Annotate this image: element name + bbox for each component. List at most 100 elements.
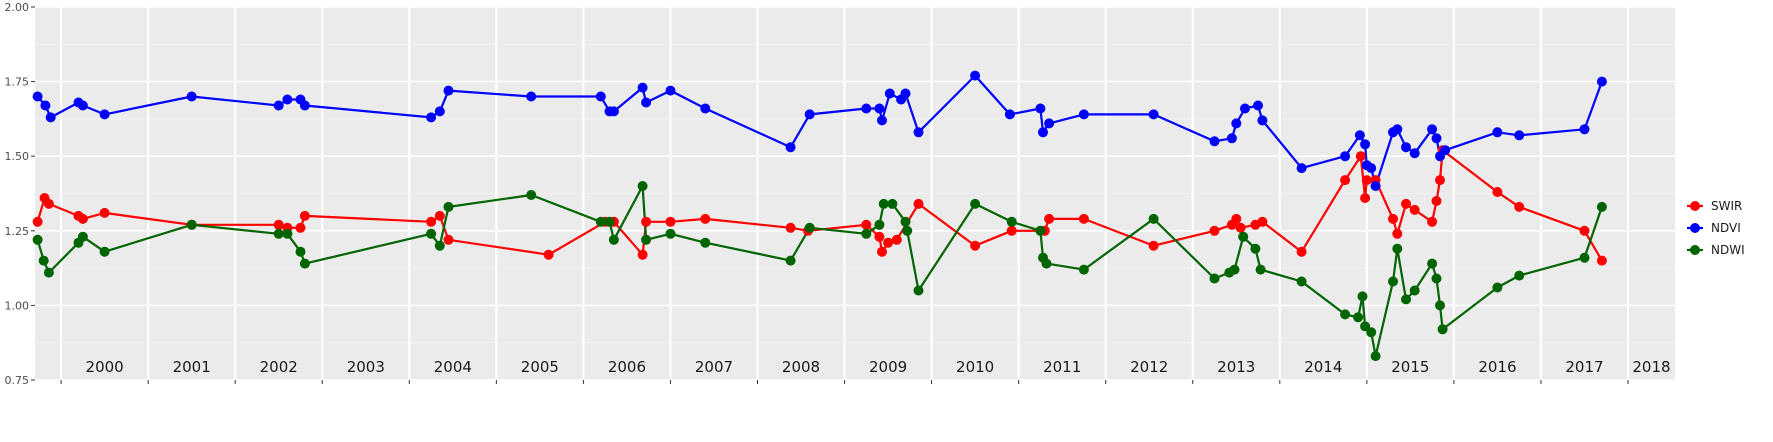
y-tick-label: 1.75: [5, 76, 30, 89]
swir-data-point: [1006, 225, 1017, 236]
ndwi-data-point: [1435, 300, 1445, 311]
ndvi-data-point: [186, 91, 197, 102]
ndwi-data-point: [900, 216, 911, 227]
ndwi-data-point: [1360, 321, 1371, 332]
ndwi-data-point: [1148, 213, 1159, 224]
ndvi-data-point: [1596, 76, 1607, 87]
ndvi-data-point: [665, 85, 676, 96]
ndvi-data-point: [700, 103, 711, 114]
ndwi-data-point: [443, 201, 454, 212]
ndvi-data-point: [1440, 145, 1451, 156]
swir-data-point: [1392, 228, 1403, 239]
ndwi-data-point: [1255, 264, 1266, 275]
ndvi-data-point: [1038, 127, 1048, 138]
swir-data-point: [77, 213, 88, 224]
y-tick-label: 1.25: [5, 225, 30, 238]
ndwi-data-point: [785, 255, 796, 266]
ndwi-data-point: [1427, 258, 1438, 269]
swir-data-point: [1078, 213, 1089, 224]
ndwi-data-point: [861, 228, 872, 239]
ndvi-data-point: [595, 91, 606, 102]
ndwi-data-point: [1238, 231, 1249, 242]
ndwi-data-point: [665, 228, 676, 239]
ndwi-data-point: [1209, 273, 1220, 284]
ndwi-data-point: [1229, 264, 1240, 275]
ndvi-data-point: [861, 103, 872, 114]
ndwi-data-point: [1006, 216, 1017, 227]
ndwi-data-point: [1035, 225, 1046, 236]
ndvi-data-point: [1240, 103, 1250, 114]
ndvi-data-point: [913, 127, 924, 138]
ndvi-data-point: [785, 142, 796, 153]
ndwi-data-point: [1431, 273, 1442, 284]
ndvi-data-point: [1401, 142, 1411, 153]
ndvi-data-point: [970, 70, 981, 81]
y-tick-label: 1.00: [5, 299, 30, 312]
swir-data-point: [891, 234, 902, 245]
ndvi-data-point: [804, 109, 815, 120]
swir-data-point: [543, 249, 554, 260]
ndwi-data-point: [1250, 243, 1261, 254]
ndwi-data-point: [887, 198, 898, 209]
year-label: 2003: [347, 358, 385, 376]
ndwi-data-point: [77, 231, 88, 242]
ndwi-data-point: [902, 225, 913, 236]
ndwi-data-point: [1041, 258, 1052, 269]
ndvi-data-point: [526, 91, 537, 102]
ndvi-data-point: [1427, 124, 1438, 135]
ndvi-data-point: [874, 103, 885, 114]
legend-key-marker-ndvi: [1690, 223, 1700, 233]
ndvi-data-point: [641, 97, 652, 108]
swir-data-point: [43, 198, 54, 209]
ndwi-data-point: [273, 228, 284, 239]
grid-lines: [35, 6, 1675, 381]
year-label: 2001: [173, 358, 211, 376]
legend-key-marker-ndwi: [1690, 245, 1700, 255]
swir-data-point: [99, 207, 110, 218]
ndwi-data-point: [804, 222, 815, 233]
year-label: 2010: [956, 358, 994, 376]
ndvi-data-point: [608, 106, 619, 117]
ndvi-data-point: [1296, 163, 1307, 174]
ndwi-data-point: [186, 219, 197, 230]
ndvi-data-point: [1226, 133, 1237, 144]
ndvi-data-point: [77, 100, 88, 111]
ndvi-data-point: [637, 82, 648, 93]
swir-data-point: [273, 219, 284, 230]
legend-label-ndvi: NDVI: [1711, 221, 1741, 235]
ndwi-data-point: [1366, 327, 1377, 338]
swir-data-point: [1361, 175, 1372, 186]
ndvi-data-point: [1253, 100, 1263, 111]
ndvi-data-point: [1431, 133, 1442, 144]
ndvi-data-point: [1514, 130, 1525, 141]
ndvi-data-point: [299, 100, 310, 111]
swir-data-point: [877, 246, 887, 257]
swir-data-point: [1492, 187, 1503, 197]
swir-data-point: [443, 234, 454, 245]
swir-data-point: [1209, 225, 1220, 236]
ndwi-data-point: [1409, 285, 1420, 296]
ndwi-data-point: [1353, 312, 1364, 323]
ndwi-data-point: [637, 181, 648, 191]
year-label: 2014: [1304, 358, 1342, 376]
ndwi-data-point: [878, 198, 889, 209]
ndwi-data-point: [1401, 294, 1411, 305]
swir-data-point: [1596, 255, 1607, 266]
ndvi-data-point: [1148, 109, 1159, 120]
y-tick-label: 0.75: [5, 374, 30, 387]
year-label: 2007: [695, 358, 733, 376]
swir-data-point: [434, 210, 445, 221]
ndwi-data-point: [299, 258, 310, 269]
ndwi-data-point: [295, 246, 306, 257]
swir-data-point: [1514, 201, 1525, 212]
swir-data-point: [665, 216, 676, 227]
swir-data-point: [1360, 193, 1371, 203]
legend: SWIR NDVI NDWI: [1687, 199, 1745, 257]
ndwi-data-point: [1370, 351, 1381, 362]
ndwi-data-point: [595, 216, 606, 227]
ndvi-data-point: [1231, 118, 1242, 129]
swir-data-point: [1044, 213, 1055, 224]
ndwi-data-point: [426, 228, 437, 239]
ndwi-data-point: [1579, 252, 1590, 263]
